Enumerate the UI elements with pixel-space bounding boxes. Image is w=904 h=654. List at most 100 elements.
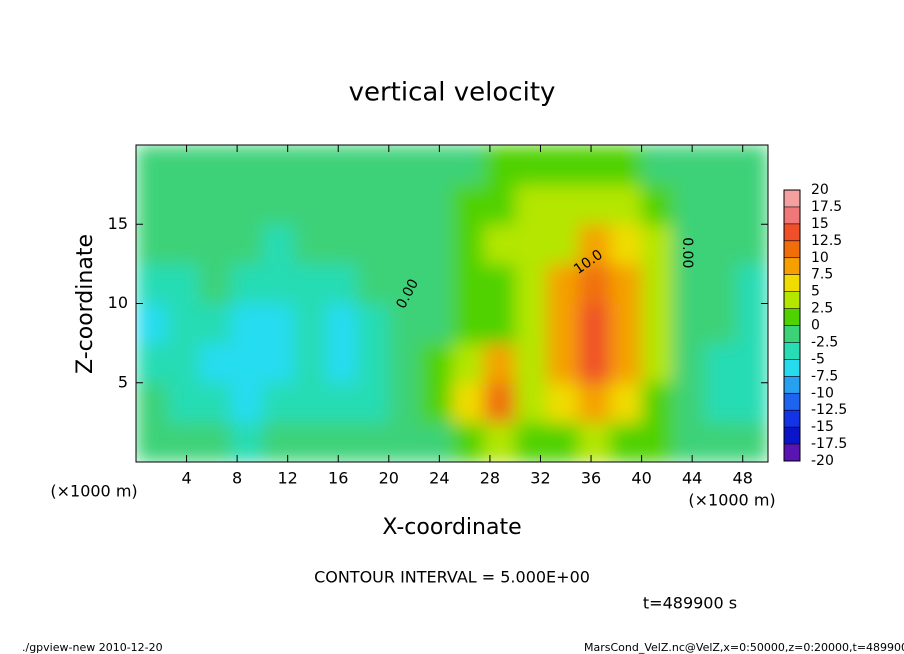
field-cell [704, 263, 737, 304]
field-cell [262, 224, 295, 265]
field-cell [420, 224, 453, 265]
field-cell [515, 263, 548, 304]
field-cell [673, 145, 706, 186]
field-cell [578, 224, 611, 265]
field-cell [167, 303, 200, 344]
plot-area [136, 145, 768, 462]
field-cell [483, 422, 516, 462]
x-tick-label: 16 [328, 469, 348, 488]
x-tick-label: 4 [181, 469, 191, 488]
x-tick-label: 44 [682, 469, 702, 488]
field-cell [452, 303, 485, 344]
field-cell [357, 224, 390, 265]
field-cell [388, 184, 421, 225]
field-cell [294, 145, 327, 186]
colorbar-band [784, 223, 800, 241]
field-cell [673, 303, 706, 344]
field-cell [325, 382, 358, 423]
field-cell [388, 145, 421, 186]
field-cell [136, 422, 169, 462]
field-cell [641, 145, 674, 186]
contour-label: 0.00 [679, 237, 695, 268]
field-cell [325, 303, 358, 344]
colorbar-band [784, 291, 800, 309]
field-cell [578, 145, 611, 186]
field-cell [230, 184, 263, 225]
field-cell [673, 422, 706, 462]
field-cell [262, 145, 295, 186]
field-cell [546, 343, 579, 384]
field-cell [673, 263, 706, 304]
colorbar-tick-label: -17.5 [811, 436, 847, 452]
field-cell [515, 145, 548, 186]
field-cell [641, 382, 674, 423]
time-label: t=489900 s [643, 594, 737, 613]
colorbar-tick-label: 12.5 [811, 233, 842, 249]
field-cell [736, 303, 768, 344]
field-cell [230, 422, 263, 462]
field-cell [230, 382, 263, 423]
field-cell [357, 422, 390, 462]
colorbar-band [784, 240, 800, 258]
field-cell [294, 382, 327, 423]
field-cell [325, 422, 358, 462]
x-tick-label: 32 [530, 469, 550, 488]
field-cell [578, 303, 611, 344]
colorbar-band [784, 410, 800, 428]
colorbar-band [784, 376, 800, 394]
field-cell [673, 382, 706, 423]
colorbar-tick-label: -7.5 [811, 368, 838, 384]
field-cell [704, 382, 737, 423]
field-cell [610, 224, 643, 265]
field-cell [704, 422, 737, 462]
field-cell [641, 343, 674, 384]
colorbar-tick-label: -12.5 [811, 402, 847, 418]
colorbar-band [784, 308, 800, 326]
colorbar-tick-label: -15 [811, 419, 834, 435]
field-cell [136, 184, 169, 225]
chart-title: vertical velocity [349, 78, 556, 108]
field-cell [452, 382, 485, 423]
field-cell [230, 343, 263, 384]
field-cell [483, 382, 516, 423]
field-cell [704, 145, 737, 186]
field-cell [641, 263, 674, 304]
colorbar-band [784, 325, 800, 343]
field-cell [420, 343, 453, 384]
field-cell [641, 224, 674, 265]
field-cell [515, 382, 548, 423]
field-cell [167, 184, 200, 225]
x-tick-label: 28 [480, 469, 500, 488]
field-cell [357, 343, 390, 384]
field-cell [230, 145, 263, 186]
colorbar-tick-label: 2.5 [811, 301, 833, 317]
x-tick-label: 24 [429, 469, 449, 488]
colorbar-band [784, 342, 800, 360]
field-cell [325, 263, 358, 304]
x-tick-label: 8 [232, 469, 242, 488]
field-cell [262, 263, 295, 304]
field-cell [388, 343, 421, 384]
field-cell [578, 422, 611, 462]
field-cell [736, 145, 768, 186]
x-tick-label: 48 [733, 469, 753, 488]
colorbar-band [784, 427, 800, 445]
field-cell [294, 303, 327, 344]
field-cell [136, 303, 169, 344]
field-cell [420, 303, 453, 344]
field-cell [420, 263, 453, 304]
field-cell [546, 224, 579, 265]
field-cell [515, 343, 548, 384]
field-cell [420, 145, 453, 186]
field-cell [546, 263, 579, 304]
field-cell [230, 224, 263, 265]
field-cell [388, 422, 421, 462]
field-cell [736, 184, 768, 225]
field-cell [357, 382, 390, 423]
colorbar-tick-label: -5 [811, 351, 825, 367]
field-cell [357, 303, 390, 344]
field-cell [199, 303, 232, 344]
field-cell [704, 343, 737, 384]
